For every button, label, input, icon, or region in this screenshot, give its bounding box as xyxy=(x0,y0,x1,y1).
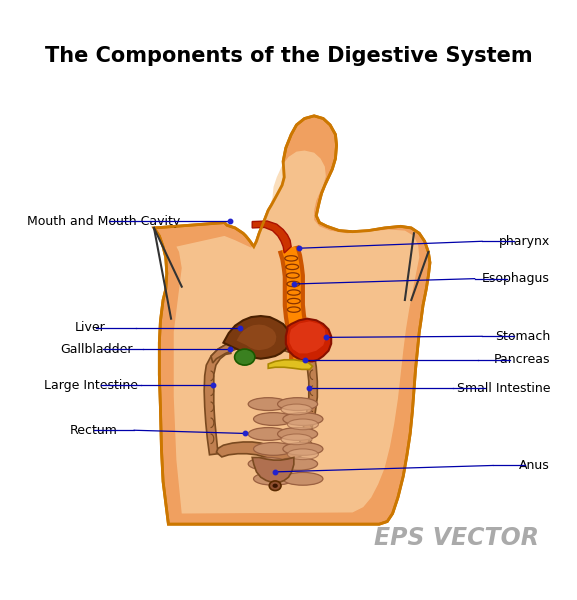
Text: pharynx: pharynx xyxy=(499,235,550,248)
Text: Gallbladder: Gallbladder xyxy=(60,343,133,356)
Polygon shape xyxy=(204,346,231,455)
Ellipse shape xyxy=(278,457,317,470)
Polygon shape xyxy=(211,338,307,363)
Ellipse shape xyxy=(278,428,317,440)
Ellipse shape xyxy=(287,419,319,430)
Polygon shape xyxy=(268,360,313,370)
Polygon shape xyxy=(223,316,290,359)
Polygon shape xyxy=(252,457,294,482)
Text: Rectum: Rectum xyxy=(70,424,118,437)
Polygon shape xyxy=(237,325,276,350)
Ellipse shape xyxy=(287,449,319,460)
Text: The Components of the Digestive System: The Components of the Digestive System xyxy=(44,46,533,67)
Ellipse shape xyxy=(253,443,294,455)
Ellipse shape xyxy=(248,457,288,470)
Ellipse shape xyxy=(283,443,323,455)
Polygon shape xyxy=(290,322,326,353)
Text: Anus: Anus xyxy=(519,459,550,472)
Ellipse shape xyxy=(235,349,255,365)
Polygon shape xyxy=(174,151,419,514)
Ellipse shape xyxy=(253,413,294,425)
Text: Pancreas: Pancreas xyxy=(493,353,550,366)
Polygon shape xyxy=(252,221,291,253)
Text: Esophagus: Esophagus xyxy=(482,272,550,285)
Text: Liver: Liver xyxy=(75,321,106,334)
Text: Stomach: Stomach xyxy=(495,330,550,343)
Ellipse shape xyxy=(283,413,323,425)
Ellipse shape xyxy=(248,428,288,440)
Polygon shape xyxy=(298,346,317,452)
Text: Small Intestine: Small Intestine xyxy=(456,382,550,395)
Polygon shape xyxy=(216,442,305,460)
Ellipse shape xyxy=(283,472,323,485)
Ellipse shape xyxy=(253,472,294,485)
Ellipse shape xyxy=(272,484,278,488)
Polygon shape xyxy=(286,319,331,361)
Text: EPS VECTOR: EPS VECTOR xyxy=(374,526,539,550)
Ellipse shape xyxy=(248,398,288,410)
Text: Large Intestine: Large Intestine xyxy=(44,379,138,392)
Ellipse shape xyxy=(278,398,317,410)
Polygon shape xyxy=(154,116,430,524)
Ellipse shape xyxy=(269,481,281,491)
Text: Mouth and Mouth Cavity: Mouth and Mouth Cavity xyxy=(27,215,180,227)
Ellipse shape xyxy=(281,404,312,415)
Ellipse shape xyxy=(281,434,312,445)
